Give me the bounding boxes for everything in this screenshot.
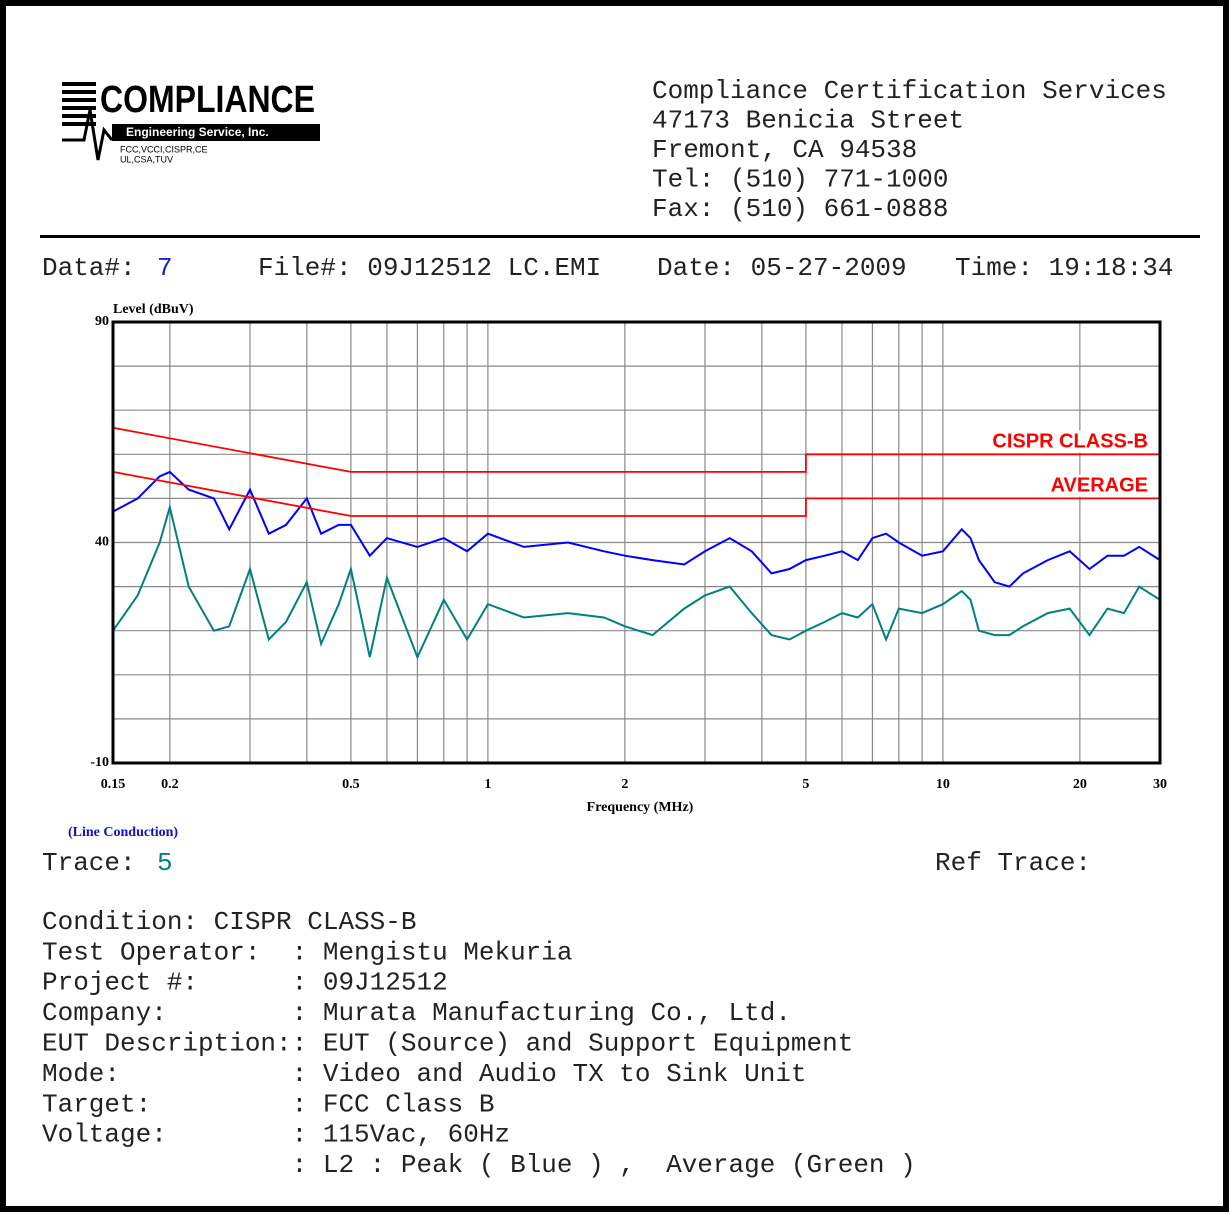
x-tick-label: 0.5 [342,777,360,792]
trace-line [112,503,1161,660]
x-tick-label: 1 [484,777,491,792]
address-line: Compliance Certification Services [652,76,1167,106]
detail-line: Test Operator: : Mengistu Mekuria [42,937,573,967]
detail-line: Target: : FCC Class B [42,1089,494,1119]
x-tick-label: 2 [621,777,628,792]
limit-label-bg [990,430,1150,453]
limit-label: CISPR CLASS-B [992,431,1148,453]
limit-line [112,426,1160,473]
limit-label-bg [1048,474,1150,497]
detail-line: Condition: CISPR CLASS-B [42,907,416,937]
trace-label: Trace: [42,848,136,878]
detail-line: : L2 : Peak ( Blue ) , Average (Green ) [42,1150,916,1180]
y-tick-label: 40 [95,535,109,550]
detail-line: Mode: : Video and Audio TX to Sink Unit [42,1059,807,1089]
x-tick-label: 10 [936,777,950,792]
logo-subtitle: Engineering Service, Inc. [126,125,269,139]
date: Date: 05-27-2009 [657,253,907,283]
address-line: Fax: (510) 661-0888 [652,194,948,224]
time: Time: 19:18:34 [955,253,1173,283]
address-line: 47173 Benicia Street [652,105,964,135]
logo: COMPLIANCE Engineering Service, Inc. FCC… [62,79,320,164]
file-number: File#: 09J12512 LC.EMI [258,253,601,283]
limit-line [112,471,1160,517]
detail-line: Company: : Murata Manufacturing Co., Ltd… [42,998,791,1028]
data-number: 7 [157,253,173,283]
caption: (Line Conduction) [68,825,178,840]
detail-line: Project #: : 09J12512 [42,968,448,998]
logo-certs: UL,CSA,TUV [120,154,173,164]
detail-line: EUT Description:: EUT (Source) and Suppo… [42,1028,853,1058]
y-tick-label: 90 [95,314,109,329]
y-tick-label: -10 [90,755,109,770]
x-tick-label: 30 [1153,777,1167,792]
chart: 0.15 0.2 0.5 1 2 5 10 20 30 -10 40 90 CISPR CLASS-B A… [90,302,1167,815]
data-label: Data#: [42,253,136,283]
trace-line [112,470,1161,588]
x-tick-label: 0.2 [161,777,179,792]
trace-value: 5 [157,848,173,878]
ref-trace-label: Ref Trace: [935,848,1091,878]
logo-certs: FCC,VCCI,CISPR,CE [120,144,208,154]
limit-label: AVERAGE [1051,475,1148,497]
x-tick-label: 5 [802,777,809,792]
plot-frame [111,320,1162,765]
detail-line: Voltage: : 115Vac, 60Hz [42,1120,510,1150]
address-line: Tel: (510) 771-1000 [652,164,948,194]
header-rule [40,235,1200,238]
address-line: Fremont, CA 94538 [652,135,917,165]
y-axis-title: Level (dBuV) [113,302,194,317]
x-tick-label: 0.15 [101,777,126,792]
x-tick-label: 20 [1073,777,1087,792]
logo-name: COMPLIANCE [100,79,315,121]
x-axis-title: Frequency (MHz) [587,800,694,815]
